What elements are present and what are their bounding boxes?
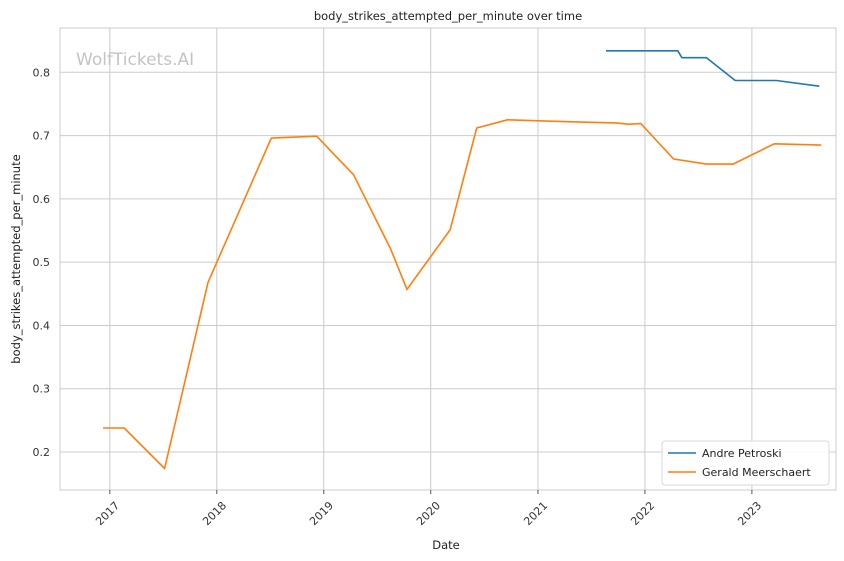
y-tick-label: 0.3 bbox=[33, 383, 51, 396]
legend-box bbox=[661, 440, 830, 486]
legend-label-gerald-meerschaert: Gerald Meerschaert bbox=[702, 466, 811, 479]
y-axis-ticks: 0.2 0.3 0.4 0.5 0.6 0.7 0.8 bbox=[33, 66, 51, 459]
legend: Andre Petroski Gerald Meerschaert bbox=[661, 440, 830, 486]
plot-frame bbox=[59, 27, 837, 491]
legend-label-andre-petroski: Andre Petroski bbox=[702, 447, 782, 460]
y-tick-label: 0.2 bbox=[33, 446, 51, 459]
series-line-andre-petroski bbox=[606, 49, 820, 87]
y-tick-label: 0.6 bbox=[33, 193, 51, 206]
x-axis-label: Date bbox=[432, 538, 460, 552]
y-tick-label: 0.7 bbox=[33, 130, 51, 143]
watermark-text: WolfTickets.AI bbox=[76, 50, 194, 70]
chart-title: body_strikes_attempted_per_minute over t… bbox=[314, 9, 582, 23]
series-layer bbox=[103, 49, 822, 470]
y-tick-label: 0.8 bbox=[33, 66, 51, 79]
y-tick-label: 0.4 bbox=[33, 319, 51, 332]
y-axis-label: body_strikes_attempted_per_minute bbox=[9, 154, 23, 363]
y-tick-label: 0.5 bbox=[33, 256, 51, 269]
plot-area bbox=[60, 28, 836, 490]
series-line-gerald-meerschaert bbox=[103, 119, 822, 470]
